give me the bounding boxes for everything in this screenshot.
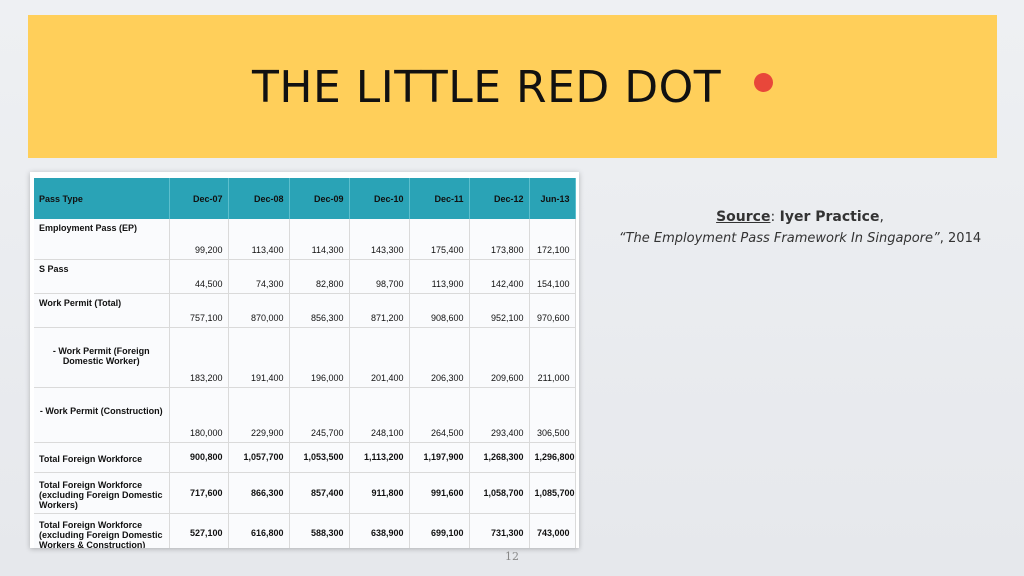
- red-dot-icon: [754, 73, 773, 92]
- table-cell: 173,800: [469, 219, 530, 260]
- source-comma: ,: [879, 209, 884, 225]
- table-row: Employment Pass (EP) 99,200 113,400 114,…: [34, 219, 576, 260]
- source-line-1: Source: Iyer Practice,: [600, 206, 1000, 228]
- table-cell: 1,296,800: [529, 442, 576, 473]
- table-cell: 142,400: [469, 259, 530, 294]
- table-cell: 900,800: [169, 442, 229, 473]
- pass-type-table-image: Pass Type Dec-07 Dec-08 Dec-09 Dec-10 De…: [30, 172, 579, 548]
- table-cell: 1,268,300: [469, 442, 530, 473]
- column-header: Pass Type: [34, 178, 170, 219]
- column-header: Dec-08: [228, 178, 290, 219]
- table-cell: 757,100: [169, 293, 229, 328]
- table-cell: 970,600: [529, 293, 576, 328]
- column-header: Dec-11: [409, 178, 470, 219]
- column-header: Dec-09: [289, 178, 350, 219]
- source-author: Iyer Practice: [779, 209, 880, 225]
- table-cell: 616,800: [228, 513, 290, 548]
- table-cell: 911,800: [349, 472, 410, 514]
- table-row: Total Foreign Workforce (excluding Forei…: [34, 472, 576, 514]
- table-cell: 1,197,900: [409, 442, 470, 473]
- table-cell: 201,400: [349, 327, 410, 388]
- table-cell: 293,400: [469, 387, 530, 443]
- source-citation: Source: Iyer Practice, “The Employment P…: [600, 206, 1000, 250]
- table-cell: 908,600: [409, 293, 470, 328]
- table-cell: 191,400: [228, 327, 290, 388]
- table-cell: 74,300: [228, 259, 290, 294]
- title-banner: [28, 15, 997, 158]
- table-cell: 248,100: [349, 387, 410, 443]
- table-cell: 1,085,700: [529, 472, 576, 514]
- table-row: Total Foreign Workforce 900,800 1,057,70…: [34, 442, 576, 473]
- table-cell: 699,100: [409, 513, 470, 548]
- table-row: - Work Permit (Construction) 180,000 229…: [34, 387, 576, 443]
- table-cell: 113,900: [409, 259, 470, 294]
- column-header: Dec-07: [169, 178, 229, 219]
- table-cell: 143,300: [349, 219, 410, 260]
- row-label: - Work Permit (Foreign Domestic Worker): [34, 327, 170, 388]
- table-cell: 44,500: [169, 259, 229, 294]
- source-year: , 2014: [939, 231, 982, 246]
- table-cell: 98,700: [349, 259, 410, 294]
- table-cell: 991,600: [409, 472, 470, 514]
- table-cell: 183,200: [169, 327, 229, 388]
- table-row: S Pass 44,500 74,300 82,800 98,700 113,9…: [34, 259, 576, 294]
- table-row: - Work Permit (Foreign Domestic Worker) …: [34, 327, 576, 388]
- table-cell: 175,400: [409, 219, 470, 260]
- column-header: Jun-13: [529, 178, 576, 219]
- row-label: Total Foreign Workforce (excluding Forei…: [34, 472, 170, 514]
- table-cell: 172,100: [529, 219, 576, 260]
- row-label: Work Permit (Total): [34, 293, 170, 328]
- table-cell: 1,053,500: [289, 442, 350, 473]
- table-cell: 245,700: [289, 387, 350, 443]
- table-row: Work Permit (Total) 757,100 870,000 856,…: [34, 293, 576, 328]
- row-label: Employment Pass (EP): [34, 219, 170, 260]
- table-cell: 743,000: [529, 513, 576, 548]
- table-cell: 866,300: [228, 472, 290, 514]
- table-cell: 856,300: [289, 293, 350, 328]
- table-cell: 731,300: [469, 513, 530, 548]
- table-cell: 113,400: [228, 219, 290, 260]
- table-cell: 229,900: [228, 387, 290, 443]
- source-publication: “The Employment Pass Framework In Singap…: [618, 231, 940, 246]
- source-label: Source: [716, 209, 771, 225]
- source-separator: :: [770, 209, 780, 225]
- table-cell: 588,300: [289, 513, 350, 548]
- table-cell: 638,900: [349, 513, 410, 548]
- table-cell: 952,100: [469, 293, 530, 328]
- table-cell: 306,500: [529, 387, 576, 443]
- table-header-row: Pass Type Dec-07 Dec-08 Dec-09 Dec-10 De…: [34, 178, 576, 219]
- table-cell: 206,300: [409, 327, 470, 388]
- table-cell: 264,500: [409, 387, 470, 443]
- column-header: Dec-12: [469, 178, 530, 219]
- table-row: Total Foreign Workforce (excluding Forei…: [34, 513, 576, 548]
- table-cell: 114,300: [289, 219, 350, 260]
- column-header: Dec-10: [349, 178, 410, 219]
- table-cell: 857,400: [289, 472, 350, 514]
- table-cell: 870,000: [228, 293, 290, 328]
- row-label: Total Foreign Workforce (excluding Forei…: [34, 513, 170, 548]
- pass-type-table: Pass Type Dec-07 Dec-08 Dec-09 Dec-10 De…: [34, 178, 576, 548]
- row-label: - Work Permit (Construction): [34, 387, 170, 443]
- table-cell: 211,000: [529, 327, 576, 388]
- slide-title: THE LITTLE RED DOT: [252, 62, 722, 113]
- table-cell: 209,600: [469, 327, 530, 388]
- table-cell: 717,600: [169, 472, 229, 514]
- table-cell: 527,100: [169, 513, 229, 548]
- table-cell: 196,000: [289, 327, 350, 388]
- table-cell: 82,800: [289, 259, 350, 294]
- table-cell: 99,200: [169, 219, 229, 260]
- source-line-2: “The Employment Pass Framework In Singap…: [600, 228, 1000, 250]
- page-number: 12: [505, 550, 519, 563]
- table-cell: 1,057,700: [228, 442, 290, 473]
- table-cell: 871,200: [349, 293, 410, 328]
- table-cell: 180,000: [169, 387, 229, 443]
- table-cell: 1,113,200: [349, 442, 410, 473]
- table-cell: 1,058,700: [469, 472, 530, 514]
- row-label: Total Foreign Workforce: [34, 442, 170, 473]
- row-label: S Pass: [34, 259, 170, 294]
- table-cell: 154,100: [529, 259, 576, 294]
